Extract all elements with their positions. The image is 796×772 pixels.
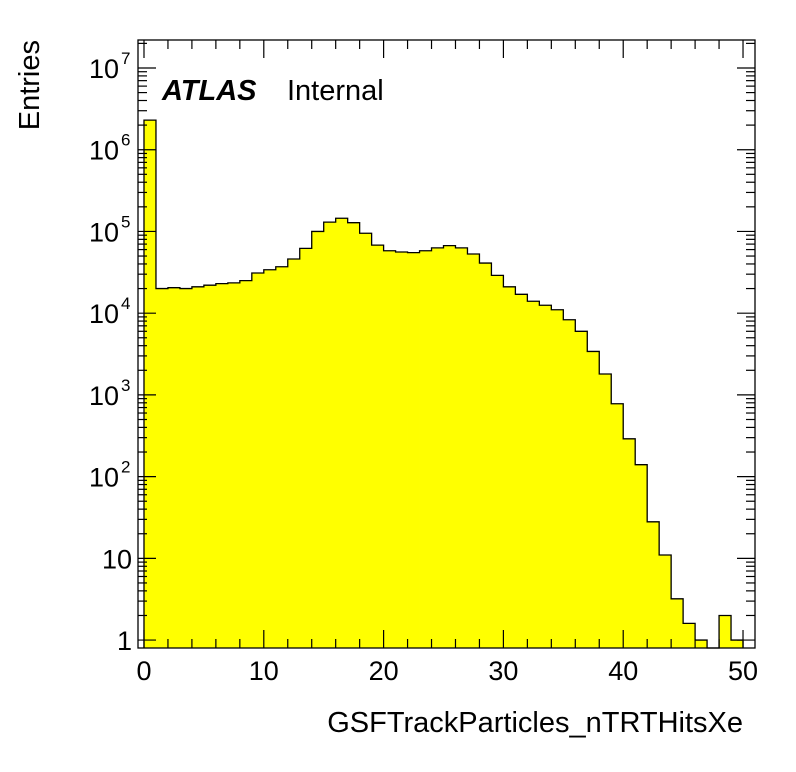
x-axis-ticks xyxy=(143,40,744,648)
histogram-bin-36 xyxy=(575,331,588,648)
histogram-bin-21 xyxy=(395,252,408,648)
y-tick-label: 10 xyxy=(89,463,119,493)
histogram-bin-6 xyxy=(215,283,229,648)
y-tick-exponent: 4 xyxy=(121,294,130,313)
histogram-bin-48 xyxy=(719,615,732,648)
y-tick-label: 10 xyxy=(89,217,119,247)
x-tick-labels: 0 10 20 30 40 50 xyxy=(136,656,758,686)
histogram-bin-1 xyxy=(155,288,169,648)
histogram-bin-17 xyxy=(347,222,361,648)
histogram-bin-5 xyxy=(203,285,217,648)
histogram-bin-38 xyxy=(599,374,612,648)
histogram-bin-19 xyxy=(371,245,385,648)
plot-frame xyxy=(137,39,756,649)
histogram-bin-22 xyxy=(407,252,420,649)
histogram-bin-12 xyxy=(287,259,301,648)
histogram-bin-49 xyxy=(731,640,744,648)
histogram-bin-44 xyxy=(671,598,684,648)
histogram-outline xyxy=(143,119,744,649)
y-tick-label: 1 xyxy=(117,626,132,656)
histogram-bin-26 xyxy=(455,247,468,649)
histogram-bin-42 xyxy=(647,521,660,648)
histogram-bin-15 xyxy=(323,222,337,648)
histogram-bin-30 xyxy=(503,286,516,648)
histogram-bin-20 xyxy=(383,250,396,649)
histogram-bin-40 xyxy=(623,438,636,648)
histogram-bin-13 xyxy=(299,248,313,648)
histogram-bin-0 xyxy=(143,120,157,648)
histogram-bin-33 xyxy=(539,305,552,648)
histogram-bin-18 xyxy=(359,233,373,648)
histogram-bin-43 xyxy=(659,554,672,648)
histogram-bin-34 xyxy=(551,309,564,648)
histogram-bin-25 xyxy=(443,245,456,649)
histogram-bin-23 xyxy=(419,250,432,649)
y-tick-exponent: 7 xyxy=(121,49,130,68)
histogram-bin-2 xyxy=(167,287,181,648)
histogram-bin-24 xyxy=(431,247,444,649)
y-tick-label: 10 xyxy=(89,54,119,84)
histogram-bin-35 xyxy=(563,319,576,648)
histogram-bin-3 xyxy=(179,288,193,648)
y-tick-exponent: 5 xyxy=(121,212,130,231)
x-tick-label: 40 xyxy=(608,656,638,686)
histogram-bin-29 xyxy=(491,275,504,648)
histogram-bin-8 xyxy=(239,280,253,648)
x-tick-label: 10 xyxy=(249,656,279,686)
histogram-bin-32 xyxy=(527,301,540,648)
x-tick-label: 50 xyxy=(728,656,758,686)
histogram-bin-9 xyxy=(251,273,265,648)
x-tick-label: 0 xyxy=(136,656,151,686)
histogram-bars xyxy=(143,120,744,649)
histogram-bin-37 xyxy=(587,351,600,648)
y-tick-exponent: 2 xyxy=(121,458,130,477)
histogram-bin-4 xyxy=(191,286,205,648)
y-axis-ticks xyxy=(138,42,755,641)
histogram-bin-31 xyxy=(515,294,528,648)
histogram-bin-39 xyxy=(611,403,624,648)
histogram-bin-41 xyxy=(635,464,648,648)
histogram-bin-14 xyxy=(311,231,325,648)
x-tick-label: 30 xyxy=(488,656,518,686)
y-tick-label: 10 xyxy=(102,544,132,574)
histogram-bin-7 xyxy=(227,282,241,648)
x-tick-label: 20 xyxy=(369,656,399,686)
histogram-bin-27 xyxy=(467,253,480,648)
y-tick-label: 10 xyxy=(89,381,119,411)
y-tick-label: 10 xyxy=(89,136,119,166)
histogram-bin-16 xyxy=(335,218,349,648)
histogram-bin-28 xyxy=(479,263,492,648)
histogram-bin-10 xyxy=(263,269,277,648)
atlas-label: ATLAS xyxy=(161,75,257,107)
histogram-bin-11 xyxy=(275,266,289,648)
y-tick-label: 10 xyxy=(89,299,119,329)
histogram-bin-45 xyxy=(683,623,696,648)
y-axis-label: Entries xyxy=(14,40,46,130)
histogram-bin-46 xyxy=(695,640,708,648)
y-tick-exponent: 6 xyxy=(121,131,130,150)
x-axis-label: GSFTrackParticles_nTRTHitsXe xyxy=(327,707,743,739)
internal-label: Internal xyxy=(287,75,384,107)
y-tick-exponent: 3 xyxy=(121,376,130,395)
